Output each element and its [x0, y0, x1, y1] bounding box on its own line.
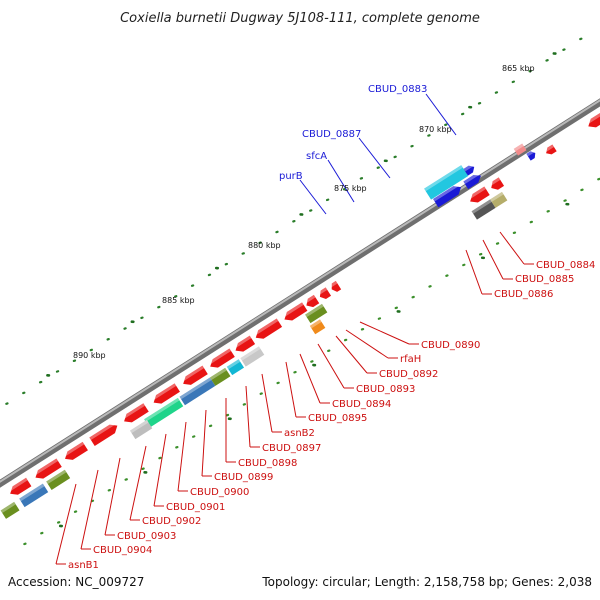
gene-label[interactable]: sfcA — [306, 151, 327, 162]
gene-feature[interactable] — [144, 397, 184, 428]
gene-feature[interactable] — [226, 359, 245, 376]
gene-feature[interactable] — [513, 143, 527, 156]
leader-line — [358, 137, 391, 179]
leader-line — [153, 433, 167, 507]
gene-feature[interactable] — [32, 458, 62, 481]
gene-label[interactable]: CBUD_0885 — [515, 274, 574, 285]
tick-label: 865 kbp — [502, 64, 535, 73]
genome-backbone — [0, 98, 600, 488]
topology-text: Topology: circular; Length: 2,158,758 bp… — [261, 575, 592, 589]
gene-feature[interactable] — [463, 171, 483, 190]
map-title: Coxiella burnetii Dugway 5J108-111, comp… — [120, 11, 480, 26]
leader-line — [425, 93, 457, 136]
gene-label[interactable]: asnB1 — [68, 560, 99, 571]
gene-feature[interactable] — [424, 165, 469, 200]
gene-label[interactable]: CBUD_0903 — [117, 531, 176, 542]
upper-gene-labels: CBUD_0883 CBUD_0887 sfcA purB — [279, 84, 427, 182]
gene-feature[interactable] — [317, 287, 332, 301]
leader-line — [327, 159, 355, 203]
gene-feature[interactable] — [232, 335, 256, 355]
gene-feature[interactable] — [303, 294, 320, 310]
gene-feature[interactable] — [309, 319, 326, 335]
gene-feature[interactable] — [471, 199, 496, 220]
gene-feature[interactable] — [253, 318, 283, 341]
leader-line — [129, 445, 147, 521]
leader-line — [359, 321, 410, 345]
leader-line — [499, 231, 525, 265]
gene-label[interactable]: CBUD_0887 — [302, 129, 361, 140]
gene-label[interactable]: CBUD_0894 — [332, 399, 391, 410]
gene-label[interactable]: CBUD_0893 — [356, 384, 415, 395]
gene-label[interactable]: CBUD_0883 — [368, 84, 427, 95]
gene-label[interactable]: CBUD_0901 — [166, 502, 225, 513]
leader-line — [55, 483, 77, 565]
leader-line — [80, 469, 99, 550]
tick-label: 880 kbp — [248, 241, 281, 250]
leader-line — [177, 421, 187, 492]
lower-gene-labels: CBUD_0884 CBUD_0885 CBUD_0886 CBUD_0890 … — [68, 260, 595, 571]
leader-line — [482, 239, 504, 280]
leader-line — [299, 353, 321, 404]
gene-feature[interactable] — [62, 441, 88, 463]
scale-dots — [5, 37, 600, 546]
gene-feature[interactable] — [463, 163, 477, 176]
accession-text: Accession: NC_009727 — [8, 575, 144, 589]
gene-feature[interactable] — [329, 280, 342, 294]
tick-label: 890 kbp — [73, 351, 106, 360]
gene-feature[interactable] — [209, 367, 231, 386]
gene-feature[interactable] — [130, 419, 153, 440]
gene-feature[interactable] — [7, 477, 32, 498]
label-leader-lines — [55, 93, 534, 565]
gene-label[interactable]: CBUD_0898 — [238, 458, 297, 469]
gene-feature[interactable] — [305, 303, 328, 324]
gene-features — [0, 106, 600, 519]
gene-feature[interactable] — [526, 149, 537, 161]
gene-feature[interactable] — [207, 348, 235, 370]
gene-feature[interactable] — [150, 383, 180, 406]
gene-feature[interactable] — [488, 177, 505, 192]
leader-line — [261, 373, 273, 433]
gene-feature[interactable] — [89, 421, 120, 446]
leader-line — [317, 343, 345, 389]
gene-label[interactable]: CBUD_0884 — [536, 260, 595, 271]
gene-feature[interactable] — [281, 302, 308, 323]
gene-feature[interactable] — [180, 365, 208, 388]
gene-label[interactable]: CBUD_0886 — [494, 289, 553, 300]
gene-feature[interactable] — [46, 469, 71, 490]
gene-label[interactable]: purB — [279, 171, 303, 182]
gene-label[interactable]: CBUD_0895 — [308, 413, 367, 424]
leader-line — [335, 335, 368, 374]
gene-label[interactable]: CBUD_0892 — [379, 369, 438, 380]
gene-feature[interactable] — [121, 403, 149, 425]
gene-feature[interactable] — [179, 377, 216, 406]
gene-label[interactable]: CBUD_0902 — [142, 516, 201, 527]
gene-label[interactable]: CBUD_0897 — [262, 443, 321, 454]
tick-label: 885 kbp — [162, 296, 195, 305]
gene-label[interactable]: asnB2 — [284, 428, 315, 439]
gene-label[interactable]: CBUD_0900 — [190, 487, 249, 498]
gene-label[interactable]: CBUD_0890 — [421, 340, 480, 351]
gene-feature[interactable] — [19, 483, 49, 508]
gene-feature[interactable] — [240, 346, 265, 367]
leader-line — [285, 361, 297, 418]
gene-label[interactable]: CBUD_0904 — [93, 545, 152, 556]
scale-tick-labels: 865 kbp 870 kbp 875 kbp 880 kbp 885 kbp … — [73, 64, 535, 360]
gene-feature[interactable] — [490, 191, 508, 208]
leader-line — [299, 179, 327, 215]
gene-feature[interactable] — [433, 182, 464, 208]
gene-label[interactable]: CBUD_0899 — [214, 472, 273, 483]
leader-line — [201, 409, 207, 477]
leader-line — [345, 329, 389, 359]
tick-label: 875 kbp — [334, 184, 367, 193]
gene-feature[interactable] — [467, 186, 490, 206]
gene-feature[interactable] — [543, 144, 557, 156]
gene-feature[interactable] — [585, 106, 600, 131]
gene-feature[interactable] — [0, 501, 20, 519]
leader-line — [245, 385, 251, 448]
tick-label: 870 kbp — [419, 125, 452, 134]
leader-line — [104, 457, 121, 536]
gene-label[interactable]: rfaH — [400, 354, 421, 365]
leader-line — [465, 249, 483, 295]
